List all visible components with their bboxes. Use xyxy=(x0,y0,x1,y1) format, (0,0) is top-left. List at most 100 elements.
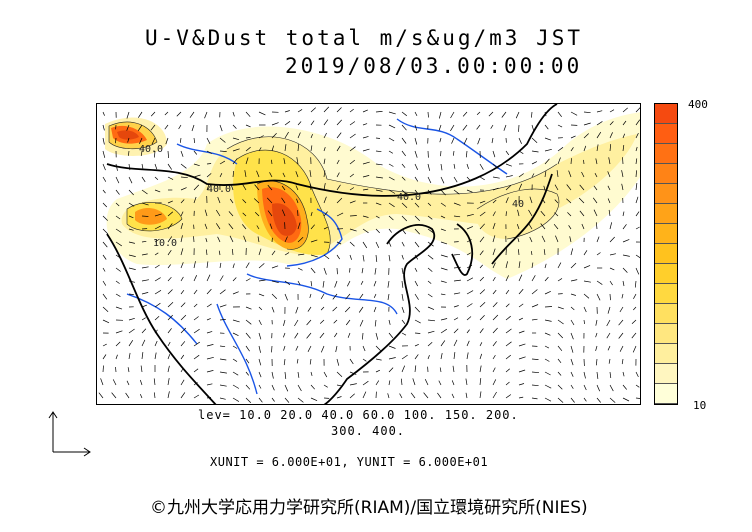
wind-vector xyxy=(115,330,123,334)
contour-label: 40.0 xyxy=(207,184,231,195)
contour-label: 10.0 xyxy=(153,238,177,249)
wind-vector xyxy=(206,356,214,360)
wind-vector xyxy=(102,202,108,208)
wind-vector xyxy=(388,189,396,194)
wind-vector xyxy=(557,384,563,390)
wind-vector xyxy=(631,319,637,325)
wind-vector xyxy=(362,358,367,362)
wind-vector xyxy=(258,319,262,326)
wind-vector xyxy=(242,212,247,217)
wind-vector xyxy=(349,108,354,113)
wind-vector xyxy=(128,267,136,270)
wind-vector xyxy=(102,176,107,182)
wind-vector xyxy=(622,384,627,390)
wind-vector xyxy=(310,133,313,139)
wind-vector xyxy=(595,222,598,230)
wind-vector xyxy=(349,393,355,399)
wind-vector xyxy=(375,369,381,373)
wind-vector xyxy=(388,150,393,154)
wind-vector xyxy=(336,358,340,366)
wind-vector xyxy=(258,263,265,269)
wind-vector xyxy=(349,215,357,217)
wind-vector xyxy=(323,196,327,204)
wind-vector xyxy=(150,111,156,117)
wind-vector xyxy=(335,345,338,353)
wind-vector xyxy=(336,119,342,126)
wind-vector xyxy=(102,163,106,171)
wind-vector xyxy=(388,380,391,386)
wind-vector xyxy=(570,158,572,165)
wind-vector xyxy=(180,248,184,256)
colorbar-segment xyxy=(655,204,677,224)
wind-vector xyxy=(387,393,390,399)
wind-vector xyxy=(622,157,624,165)
wind-vector xyxy=(360,280,364,285)
wind-vector xyxy=(282,172,286,178)
wind-vector xyxy=(141,240,147,243)
wind-vector xyxy=(453,253,461,256)
wind-vector xyxy=(554,184,559,191)
wind-vector xyxy=(219,150,227,152)
wind-vector xyxy=(479,236,485,243)
wind-vector xyxy=(267,210,273,217)
wind-vector xyxy=(427,189,432,195)
wind-vector xyxy=(412,378,416,386)
wind-vector xyxy=(427,280,432,284)
wind-vector xyxy=(336,396,342,399)
wind-vector xyxy=(465,150,468,158)
wind-vectors xyxy=(98,106,640,403)
wind-vector xyxy=(622,239,630,243)
wind-vector xyxy=(427,341,433,347)
wind-vector xyxy=(518,343,526,347)
wind-vector xyxy=(607,198,611,204)
wind-vector xyxy=(401,241,405,247)
wind-vector xyxy=(310,107,316,113)
wind-vector xyxy=(621,293,624,299)
wind-vector xyxy=(336,241,342,245)
wind-vector xyxy=(609,236,615,243)
wind-vector xyxy=(334,332,338,338)
wind-vector xyxy=(479,163,484,170)
wind-vector xyxy=(127,137,130,143)
wind-vector xyxy=(323,254,330,260)
wind-vector xyxy=(557,262,562,269)
wind-vector xyxy=(271,145,275,152)
wind-vector xyxy=(115,267,121,272)
wind-vector xyxy=(362,380,369,386)
contour-label: 40.0 xyxy=(139,144,163,155)
wind-vector xyxy=(336,145,341,152)
wind-vector xyxy=(219,137,226,143)
wind-vector xyxy=(414,189,418,194)
wind-vector xyxy=(440,228,446,232)
wind-vector xyxy=(271,132,277,139)
wind-vector xyxy=(570,345,574,353)
wind-vector xyxy=(297,267,303,271)
wind-vector xyxy=(414,163,419,170)
wind-vector xyxy=(271,306,275,313)
wind-vector xyxy=(362,241,368,249)
wind-vector xyxy=(594,173,598,178)
wind-vector xyxy=(492,355,496,360)
wind-vector xyxy=(583,371,586,379)
wind-vector xyxy=(466,352,469,360)
wind-vector xyxy=(242,224,247,230)
wind-vector xyxy=(359,293,364,299)
wind-vector xyxy=(466,226,474,230)
wind-vector xyxy=(622,145,625,152)
wind-vector xyxy=(193,137,196,144)
wind-vector xyxy=(347,332,351,338)
wind-vector xyxy=(229,198,234,204)
wind-vector xyxy=(219,262,222,269)
wind-vector xyxy=(375,215,380,219)
wind-vector xyxy=(167,276,172,282)
wind-vector xyxy=(375,254,378,262)
wind-vector xyxy=(323,211,328,217)
wind-vector xyxy=(596,131,602,139)
wind-vector xyxy=(632,345,637,353)
wind-vector xyxy=(618,319,624,326)
wind-vector xyxy=(258,147,262,152)
wind-vector xyxy=(281,197,286,204)
wind-vector xyxy=(635,196,639,204)
wind-vector xyxy=(401,215,408,222)
wind-vector xyxy=(479,211,486,217)
